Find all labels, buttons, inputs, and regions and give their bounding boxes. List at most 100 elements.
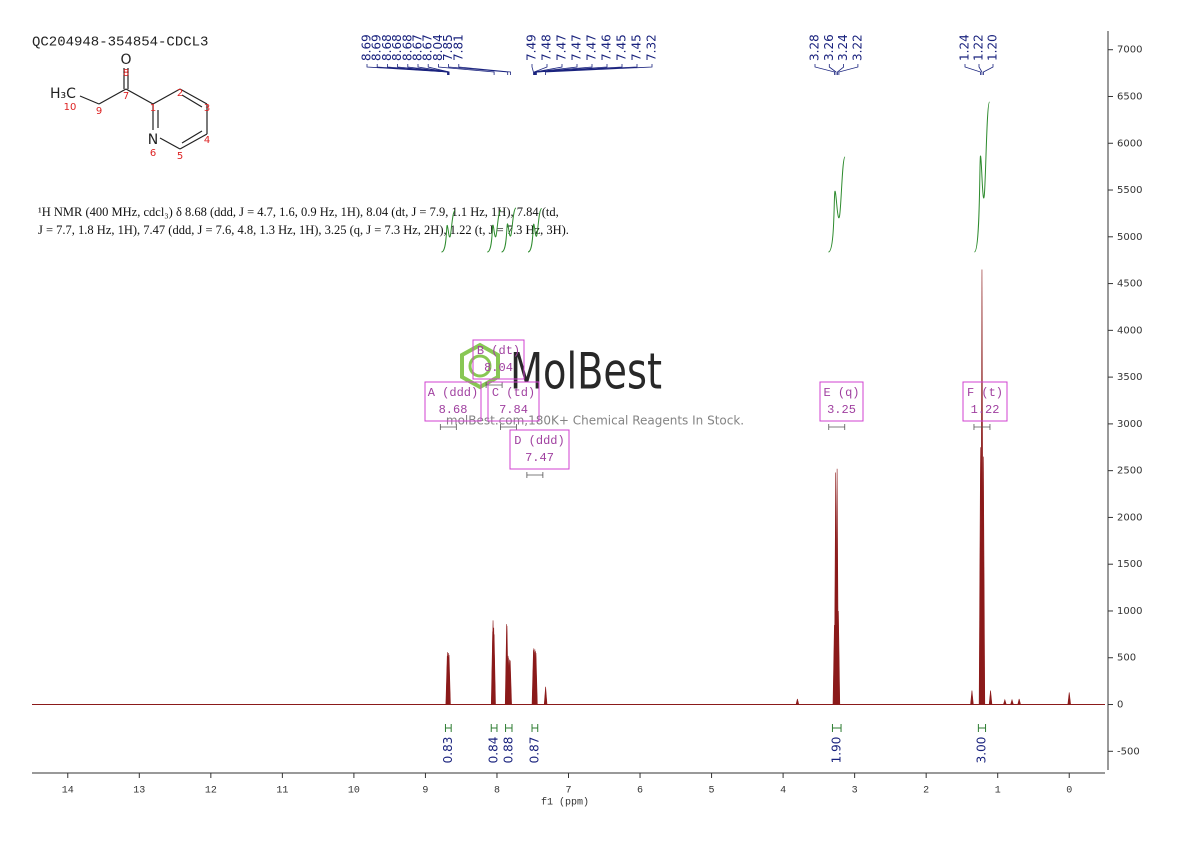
y-tick-label: 2000	[1117, 512, 1142, 523]
multiplet-box	[962, 381, 1008, 422]
multiplet-box	[487, 381, 540, 422]
peak-label: 7.45	[630, 34, 644, 61]
atom-number: 1	[150, 103, 156, 114]
y-tick-label: 6500	[1117, 91, 1142, 102]
bond	[181, 94, 203, 108]
y-tick-label: 500	[1117, 653, 1136, 664]
y-tick-label: 4000	[1117, 325, 1142, 336]
atom-number: 8	[123, 68, 129, 79]
sample-id: QC204948-354854-CDCL3	[32, 35, 208, 51]
atom-number: 7	[123, 91, 129, 102]
x-tick-label: 10	[348, 786, 360, 797]
peak-label: 3.24	[836, 34, 850, 61]
atom-number: 9	[96, 106, 102, 117]
watermark: MolBest molBest.com,180K+ Chemical Reagen…	[446, 343, 744, 428]
x-tick-label: 9	[422, 786, 428, 797]
peak-label: 1.24	[958, 34, 972, 61]
integral-bracket	[490, 724, 498, 732]
integral-curve	[527, 208, 543, 253]
peak-label: 8.68	[390, 34, 404, 61]
y-tick-label: 5000	[1117, 232, 1142, 243]
bond	[181, 130, 203, 144]
peak	[1010, 698, 1014, 705]
description-line: ¹H NMR (400 MHz, cdcl₃) δ 8.68 (ddd, J =…	[38, 205, 559, 219]
peak-label-connector	[978, 64, 983, 75]
multiplet-box	[472, 339, 525, 380]
peak	[447, 654, 451, 705]
peak-label-connector	[448, 64, 509, 75]
peak-label: 3.26	[822, 34, 836, 61]
bond	[152, 88, 181, 105]
multiplet-label: E (q)	[823, 386, 859, 400]
peak-label: 1.22	[972, 34, 986, 61]
bond	[159, 137, 181, 150]
x-tick-label: 1	[995, 786, 1001, 797]
peak	[988, 690, 993, 705]
peak-label-connector	[814, 64, 836, 75]
integral-curve	[501, 207, 517, 253]
peak	[508, 660, 512, 705]
bond	[125, 88, 154, 105]
peak-label-connector	[376, 64, 449, 75]
peak-label-connector	[407, 64, 449, 75]
integral-value: 0.87	[527, 737, 541, 764]
y-tick-label: 5500	[1117, 185, 1142, 196]
multiplet-shift: 8.04	[484, 361, 513, 375]
peak-label: 7.81	[451, 34, 465, 61]
peak-label: 7.47	[555, 34, 569, 61]
multiplet-label: A (ddd)	[428, 386, 478, 400]
peak	[543, 686, 548, 705]
multiplet-box	[509, 429, 570, 470]
peak-label: 7.85	[441, 34, 455, 61]
atom-number: 10	[64, 102, 77, 113]
x-tick-label: 11	[276, 786, 288, 797]
peak-label-connector	[838, 64, 859, 75]
peak	[1017, 698, 1021, 705]
peak	[970, 690, 974, 705]
multiplet-range	[500, 424, 517, 430]
y-tick-label: 3500	[1117, 372, 1142, 383]
peak	[1067, 692, 1071, 705]
peak-label: 8.68	[380, 34, 394, 61]
peak-label: 7.32	[645, 34, 659, 61]
atom-symbol: N	[148, 132, 158, 148]
multiplet-box	[424, 381, 482, 422]
atom-number: 3	[204, 103, 210, 114]
y-tick-label: 6000	[1117, 138, 1142, 149]
multiplet-shift: 3.25	[827, 403, 856, 417]
atom-number: 6	[150, 148, 156, 159]
integral-curve	[973, 101, 991, 253]
logo	[460, 342, 500, 390]
peak	[534, 653, 538, 705]
atom-number: 2	[177, 88, 183, 99]
multiplet-label: B (dt)	[477, 344, 520, 358]
peak-label-connector	[545, 64, 653, 75]
integral-bracket	[831, 724, 842, 732]
peak-label: 8.68	[400, 34, 414, 61]
integral-value: 0.83	[441, 737, 455, 764]
atom-number: 5	[177, 151, 183, 162]
x-axis-label: f1 (ppm)	[541, 797, 589, 809]
y-tick-label: 1500	[1117, 559, 1142, 570]
bond	[179, 88, 208, 105]
peak-label-connector	[533, 64, 548, 75]
x-tick-label: 4	[780, 786, 786, 797]
peak	[981, 456, 986, 705]
bond	[79, 95, 100, 105]
y-tick-label: 3000	[1117, 419, 1142, 430]
multiplet-range	[485, 382, 503, 388]
tagline: molBest.com,180K+ Chemical Reagents In S…	[446, 414, 744, 428]
y-tick-label: 1000	[1117, 606, 1142, 617]
integral-bracket	[444, 724, 452, 732]
peak-label-connector	[534, 64, 593, 75]
integral-value: 0.84	[487, 737, 501, 764]
logo	[468, 354, 492, 378]
peak-label: 7.47	[585, 34, 599, 61]
integral-curve	[486, 209, 502, 253]
multiplet-shift: 7.47	[525, 451, 554, 465]
peak-label-connector	[982, 64, 994, 75]
x-tick-label: 2	[923, 786, 929, 797]
peak-label-connector	[828, 64, 837, 75]
peak-label: 7.46	[600, 34, 614, 61]
